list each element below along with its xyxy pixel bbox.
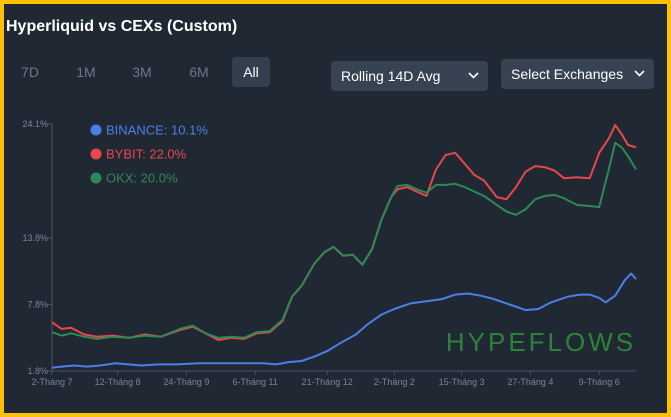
legend-marker-bybit xyxy=(90,148,102,160)
legend-marker-binance xyxy=(90,124,102,136)
watermark: HYPEFLOWS xyxy=(446,327,636,357)
chevron-down-icon xyxy=(468,72,479,79)
x-tick-label: 2-Tháng 2 xyxy=(374,377,415,387)
y-tick-label: 1.8% xyxy=(27,366,48,376)
legend-label-binance: BINANCE: 10.1% xyxy=(106,123,208,138)
x-tick-label: 21-Tháng 12 xyxy=(302,377,353,387)
x-tick-label: 6-Tháng 11 xyxy=(233,377,278,387)
series-line-binance xyxy=(51,272,637,369)
y-tick-label: 13.8% xyxy=(22,233,48,243)
legend-marker-okx xyxy=(90,172,102,184)
x-tick-label: 12-Tháng 8 xyxy=(95,377,141,387)
range-tab-7d[interactable]: 7D xyxy=(21,64,39,80)
y-tick-label: 7.8% xyxy=(27,300,48,310)
x-tick-label: 2-Tháng 7 xyxy=(31,377,72,387)
chevron-down-icon xyxy=(634,70,645,77)
series-line-okx xyxy=(51,141,637,340)
range-tab-all[interactable]: All xyxy=(232,57,270,87)
x-tick-label: 15-Tháng 3 xyxy=(439,377,485,387)
chart-title: Hyperliquid vs CEXs (Custom) xyxy=(6,18,238,35)
metric-select[interactable]: Rolling 14D Avg xyxy=(331,61,488,91)
y-tick-label: 24.1% xyxy=(22,119,48,129)
x-tick-label: 9-Tháng 6 xyxy=(579,377,620,387)
exchange-select-value: Select Exchanges xyxy=(511,66,624,82)
range-tab-1m[interactable]: 1M xyxy=(76,64,96,80)
exchange-select[interactable]: Select Exchanges xyxy=(501,59,654,89)
legend-label-okx: OKX: 20.0% xyxy=(106,171,178,186)
metric-select-value: Rolling 14D Avg xyxy=(341,68,441,84)
range-tab-3m[interactable]: 3M xyxy=(132,64,152,80)
x-tick-label: 24-Tháng 9 xyxy=(163,377,209,387)
range-tab-6m[interactable]: 6M xyxy=(189,64,209,80)
legend-label-bybit: BYBIT: 22.0% xyxy=(106,147,187,162)
x-tick-label: 27-Tháng 4 xyxy=(507,377,553,387)
